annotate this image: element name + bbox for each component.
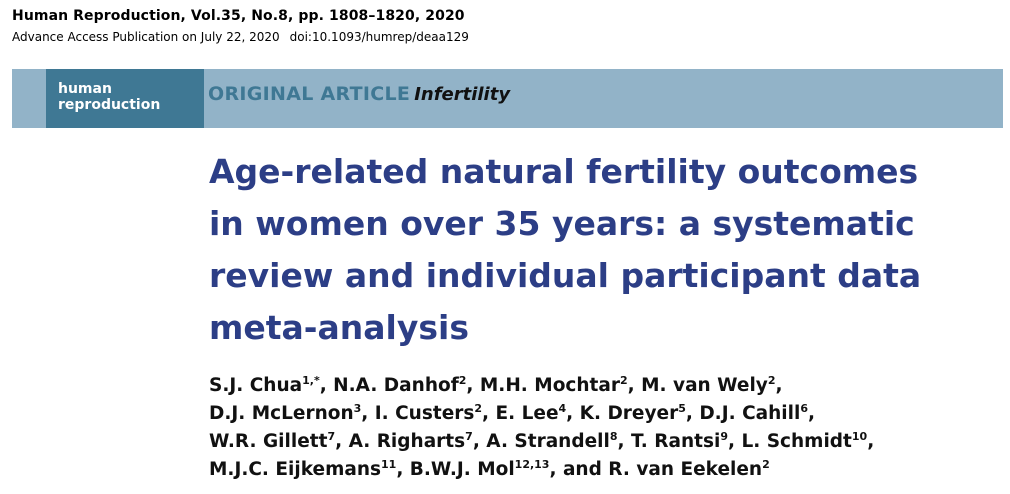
- author-name: D.J. McLernon: [209, 403, 354, 424]
- author-name: and R. van Eekelen: [562, 459, 763, 480]
- title-line: in women over 35 years: a systematic: [209, 204, 915, 243]
- author-line: W.R. Gillett7, A. Righarts7, A. Strandel…: [209, 428, 999, 456]
- title-line: meta-analysis: [209, 308, 469, 347]
- author-affiliation: 10: [851, 429, 868, 443]
- author-name: I. Custers: [374, 403, 475, 424]
- journal-logo: human reproduction: [46, 69, 204, 128]
- author-separator: ,: [566, 403, 580, 424]
- author-separator: ,: [396, 459, 410, 480]
- author-line: S.J. Chua1,*, N.A. Danhof2, M.H. Mochtar…: [209, 372, 999, 400]
- author-name: K. Dreyer: [579, 403, 679, 424]
- author-separator: ,: [617, 431, 631, 452]
- author-name: A. Strandell: [486, 431, 610, 452]
- author-separator: ,: [549, 459, 563, 480]
- article-banner: human reproduction ORIGINAL ARTICLE Infer…: [12, 69, 1003, 128]
- article-type-label: ORIGINAL ARTICLE: [208, 83, 411, 105]
- author-list: S.J. Chua1,*, N.A. Danhof2, M.H. Mochtar…: [209, 372, 999, 484]
- title-line: Age-related natural fertility outcomes: [209, 152, 919, 191]
- article-subject: Infertility: [414, 84, 511, 105]
- title-line: review and individual participant data: [209, 256, 922, 295]
- author-affiliation: 1,*: [302, 373, 320, 387]
- access-line: Advance Access Publication on July 22, 2…: [12, 30, 469, 44]
- author-separator: ,: [685, 403, 700, 424]
- author-separator: ,: [466, 375, 480, 396]
- author-affiliation: 8: [609, 429, 618, 443]
- author-separator: ,: [807, 403, 816, 424]
- author-affiliation: 11: [381, 457, 397, 471]
- author-separator: ,: [361, 403, 375, 424]
- author-line: M.J.C. Eijkemans11, B.W.J. Mol12,13, and…: [209, 456, 999, 484]
- author-affiliation: 2: [458, 373, 467, 387]
- author-name: T. Rantsi: [630, 431, 721, 452]
- author-name: M.J.C. Eijkemans: [209, 459, 382, 480]
- article-title: Age-related natural fertility outcomes i…: [209, 146, 999, 354]
- author-separator: ,: [728, 431, 742, 452]
- author-affiliation: 6: [800, 401, 808, 415]
- author-name: M. van Wely: [641, 375, 768, 396]
- author-separator: ,: [482, 403, 496, 424]
- author-affiliation: 5: [678, 401, 686, 415]
- author-affiliation: 9: [720, 429, 728, 443]
- author-affiliation: 7: [327, 429, 336, 443]
- author-affiliation: 12,13: [514, 457, 550, 471]
- journal-citation: Human Reproduction, Vol.35, No.8, pp. 18…: [12, 8, 465, 24]
- author-name: N.A. Danhof: [333, 375, 459, 396]
- author-affiliation: 2: [762, 457, 770, 471]
- author-name: L. Schmidt: [741, 431, 852, 452]
- logo-line-1: human: [58, 81, 112, 97]
- article-type: ORIGINAL ARTICLE Infertility: [208, 83, 510, 105]
- journal-logo-text: human reproduction: [58, 81, 160, 113]
- author-name: S.J. Chua: [209, 375, 303, 396]
- author-separator: ,: [775, 375, 783, 396]
- author-affiliation: 2: [767, 373, 776, 387]
- author-affiliation: 2: [620, 373, 628, 387]
- author-separator: ,: [627, 375, 642, 396]
- author-name: E. Lee: [495, 403, 559, 424]
- author-name: M.H. Mochtar: [479, 375, 620, 396]
- author-separator: ,: [319, 375, 334, 396]
- author-name: D.J. Cahill: [699, 403, 801, 424]
- author-line: D.J. McLernon3, I. Custers2, E. Lee4, K.…: [209, 400, 999, 428]
- author-name: B.W.J. Mol: [409, 459, 515, 480]
- publication-date: Advance Access Publication on July 22, 2…: [12, 30, 280, 44]
- author-affiliation: 2: [474, 401, 483, 415]
- author-name: A. Righarts: [348, 431, 466, 452]
- author-separator: ,: [472, 431, 487, 452]
- author-affiliation: 7: [465, 429, 473, 443]
- author-name: W.R. Gillett: [209, 431, 328, 452]
- author-separator: ,: [867, 431, 875, 452]
- author-separator: ,: [335, 431, 349, 452]
- doi: doi:10.1093/humrep/deaa129: [289, 30, 469, 44]
- author-affiliation: 3: [353, 401, 362, 415]
- author-affiliation: 4: [558, 401, 567, 415]
- logo-line-2: reproduction: [58, 97, 161, 113]
